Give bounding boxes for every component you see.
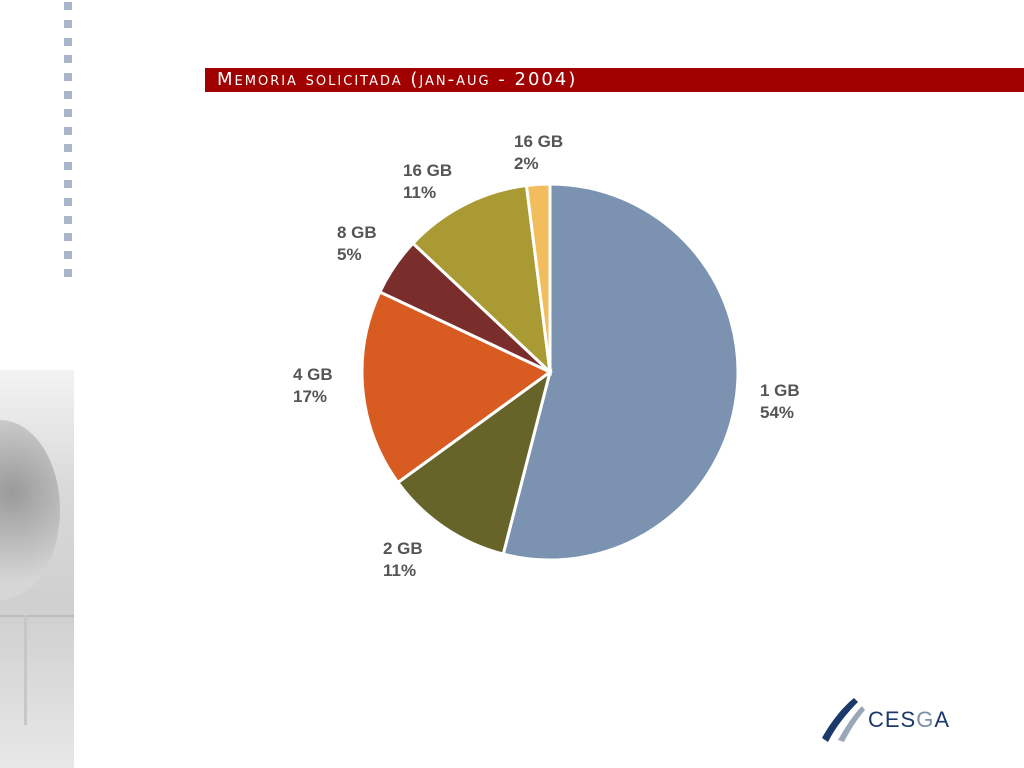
pie-slice: [501, 182, 740, 562]
side-dot: [64, 55, 72, 64]
side-dot: [64, 126, 72, 135]
side-dot: [64, 215, 72, 224]
logo-text: CESGA: [868, 707, 950, 733]
slice-percent: 2%: [514, 154, 539, 173]
side-photo-line: [0, 615, 74, 617]
slice-label: 4 GB: [293, 365, 333, 384]
logo-text-part: G: [916, 707, 935, 732]
slice-label: 16 GB: [403, 161, 452, 180]
slice-percent: 17%: [293, 387, 327, 406]
side-dot: [64, 180, 72, 188]
slide-title: Memoria solicitada (jan-aug - 2004): [217, 69, 578, 90]
title-bar: Memoria solicitada (jan-aug - 2004): [205, 68, 1024, 92]
side-dot: [64, 73, 72, 82]
side-dot: [64, 144, 72, 153]
side-dot: [64, 91, 72, 99]
cesga-logo: CESGA: [818, 694, 978, 744]
side-dot: [64, 19, 72, 28]
side-dot: [64, 162, 72, 171]
side-dot: [64, 251, 72, 260]
slice-label: 1 GB: [760, 381, 800, 400]
slice-label: 2 GB: [383, 539, 423, 558]
slice-percent: 11%: [403, 183, 436, 202]
pie-slice: [410, 183, 553, 376]
cesga-logo-mark-icon: [822, 698, 865, 742]
side-photo-line: [24, 615, 27, 725]
slice-label: 16 GB: [514, 132, 563, 151]
pie-slice: [360, 289, 553, 485]
slice-label: 8 GB: [337, 223, 377, 242]
logo-text-part: CES: [868, 707, 917, 732]
side-dot: [64, 37, 72, 46]
slice-percent: 11%: [383, 561, 416, 580]
pie-slice: [395, 368, 553, 556]
side-dot: [64, 108, 72, 117]
side-dot: [64, 197, 72, 206]
side-dot: [64, 2, 72, 10]
side-dot: [64, 233, 72, 242]
slice-percent: 5%: [337, 245, 362, 264]
side-dot: [64, 269, 72, 277]
pie-slice: [524, 182, 552, 373]
side-dot-column: [64, 0, 74, 280]
slice-percent: 54%: [760, 403, 794, 422]
logo-text-part: A: [934, 707, 951, 732]
side-photo: [0, 370, 74, 768]
